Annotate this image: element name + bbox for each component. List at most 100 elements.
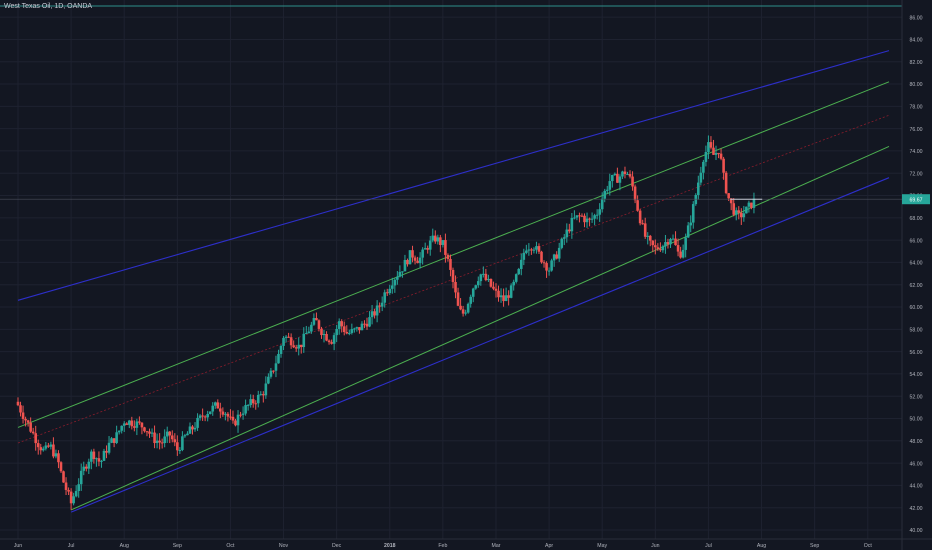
candle	[287, 336, 290, 338]
candle	[178, 449, 182, 451]
candle	[262, 394, 265, 396]
candle	[557, 247, 561, 259]
candle	[203, 416, 207, 418]
candle	[433, 235, 437, 242]
candle	[84, 466, 88, 469]
candle	[428, 240, 432, 250]
price-tick-label: 42.00	[910, 506, 923, 512]
candle	[239, 414, 242, 416]
candle	[160, 442, 164, 444]
candle	[31, 431, 35, 434]
candle	[292, 345, 295, 348]
candle	[441, 240, 445, 245]
candle	[745, 206, 748, 214]
candle	[29, 422, 32, 432]
price-tick-label: 48.00	[910, 439, 923, 445]
candle	[72, 496, 75, 504]
candle	[135, 421, 139, 428]
candle	[120, 425, 123, 431]
candle	[181, 436, 184, 450]
candle	[608, 181, 612, 190]
candle	[165, 431, 169, 437]
candle	[211, 405, 215, 412]
candle	[717, 152, 720, 154]
candle	[79, 470, 83, 485]
candle	[246, 405, 250, 407]
candle	[497, 290, 500, 298]
time-tick-label: Jul	[705, 543, 712, 549]
candle	[626, 174, 629, 176]
candle	[62, 471, 65, 483]
time-tick-label: Apr	[545, 543, 553, 549]
candle	[388, 288, 392, 294]
candle	[446, 254, 450, 259]
candle	[241, 413, 245, 415]
candle	[312, 318, 316, 325]
candle	[487, 278, 490, 281]
candle	[411, 250, 414, 258]
candle	[537, 246, 541, 252]
candle	[502, 295, 505, 302]
candle	[155, 440, 159, 444]
candle	[332, 335, 336, 344]
candle	[699, 172, 703, 183]
candle	[213, 402, 217, 406]
candle	[67, 489, 70, 492]
candle	[732, 203, 736, 215]
candle	[540, 251, 543, 263]
candle	[664, 242, 667, 247]
candle	[188, 426, 192, 434]
price-tick-label: 52.00	[910, 394, 923, 400]
candle	[631, 176, 634, 187]
candle	[54, 453, 58, 457]
candle	[593, 215, 596, 219]
time-tick-label: 2018	[384, 543, 396, 549]
price-tick-label: 66.00	[910, 238, 923, 244]
price-tick-label: 44.00	[910, 484, 923, 490]
candle	[679, 251, 682, 258]
candle	[659, 249, 662, 251]
candle	[168, 431, 172, 436]
candle	[138, 421, 141, 423]
candle	[191, 426, 194, 430]
candle	[509, 285, 513, 298]
candle	[476, 281, 480, 286]
candle	[603, 190, 607, 199]
candle	[519, 259, 523, 269]
candle	[671, 238, 675, 240]
candle	[16, 401, 20, 406]
price-tick-label: 40.00	[910, 528, 923, 534]
candle	[740, 212, 743, 218]
candle	[125, 423, 129, 425]
candle	[616, 173, 619, 183]
candle	[752, 198, 756, 208]
candle	[107, 442, 111, 453]
candle	[638, 210, 642, 224]
candle	[750, 202, 753, 208]
candle	[512, 281, 515, 286]
candle	[595, 214, 599, 216]
candle	[416, 260, 419, 264]
candle	[310, 324, 313, 332]
candle	[269, 370, 273, 377]
time-axis[interactable]: Jun Jul Aug Sep Oct Nov Dec 2018 Feb Mar Apr May Jun…	[0, 538, 932, 549]
candle	[542, 262, 546, 264]
candle	[127, 420, 131, 425]
price-tick-label: 64.00	[910, 261, 923, 267]
channel-outer-lower	[70, 177, 890, 513]
candle	[370, 311, 374, 318]
candle	[686, 225, 690, 238]
candle	[102, 450, 106, 461]
candle	[727, 193, 730, 199]
candle	[565, 229, 569, 238]
candle	[380, 302, 384, 307]
candle	[560, 238, 564, 248]
candle	[173, 439, 177, 443]
candle	[36, 443, 40, 448]
candle	[52, 444, 55, 457]
candle	[105, 450, 108, 453]
candle	[325, 333, 328, 341]
candle	[459, 305, 462, 310]
candle	[368, 317, 371, 327]
